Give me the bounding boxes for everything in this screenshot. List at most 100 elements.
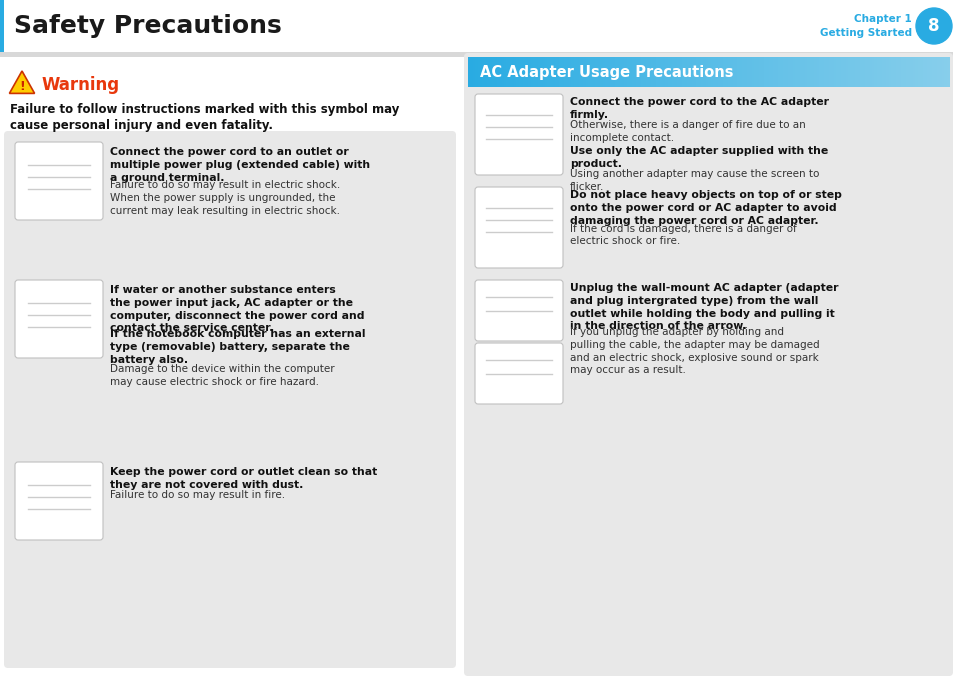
Bar: [703, 57, 706, 87]
Bar: [674, 57, 678, 87]
Bar: [573, 57, 577, 87]
Bar: [530, 57, 534, 87]
Bar: [655, 57, 659, 87]
Bar: [599, 57, 603, 87]
Bar: [683, 57, 687, 87]
Text: If water or another substance enters
the power input jack, AC adapter or the
com: If water or another substance enters the…: [110, 285, 364, 333]
Bar: [544, 57, 548, 87]
Bar: [749, 57, 752, 87]
Bar: [612, 57, 615, 87]
Text: Chapter 1: Chapter 1: [853, 14, 911, 24]
Bar: [578, 57, 581, 87]
FancyBboxPatch shape: [475, 94, 562, 175]
Bar: [765, 57, 769, 87]
Text: If you unplug the adapter by holding and
pulling the cable, the adapter may be d: If you unplug the adapter by holding and…: [569, 327, 819, 376]
Bar: [871, 57, 875, 87]
Bar: [595, 57, 598, 87]
Bar: [520, 57, 524, 87]
Bar: [669, 57, 673, 87]
Bar: [922, 57, 925, 87]
Bar: [917, 57, 921, 87]
Bar: [662, 57, 665, 87]
Bar: [780, 57, 783, 87]
Bar: [879, 57, 882, 87]
Bar: [876, 57, 880, 87]
Bar: [763, 57, 766, 87]
Bar: [618, 57, 622, 87]
Polygon shape: [10, 71, 34, 93]
Bar: [557, 57, 559, 87]
Bar: [854, 57, 858, 87]
Text: Otherwise, there is a danger of fire due to an
incomplete contact.: Otherwise, there is a danger of fire due…: [569, 120, 805, 143]
Bar: [888, 57, 891, 87]
Bar: [0, 0, 4, 52]
Bar: [568, 57, 572, 87]
Bar: [537, 57, 540, 87]
Bar: [699, 57, 701, 87]
Text: AC Adapter Usage Precautions: AC Adapter Usage Precautions: [479, 64, 733, 79]
Bar: [902, 57, 905, 87]
Bar: [828, 57, 831, 87]
Bar: [720, 57, 723, 87]
Bar: [844, 57, 848, 87]
Bar: [650, 57, 654, 87]
Bar: [801, 57, 805, 87]
Bar: [885, 57, 889, 87]
Bar: [640, 57, 644, 87]
Bar: [926, 57, 930, 87]
Bar: [686, 57, 690, 87]
Bar: [506, 57, 509, 87]
Bar: [523, 57, 526, 87]
Bar: [760, 57, 764, 87]
Bar: [715, 57, 719, 87]
Bar: [626, 57, 630, 87]
Bar: [542, 57, 545, 87]
Bar: [814, 57, 817, 87]
Circle shape: [915, 8, 951, 44]
Bar: [498, 57, 502, 87]
Bar: [511, 57, 515, 87]
Bar: [847, 57, 850, 87]
Bar: [479, 57, 483, 87]
Bar: [895, 57, 899, 87]
Bar: [904, 57, 908, 87]
Bar: [501, 57, 504, 87]
Bar: [759, 57, 761, 87]
Bar: [623, 57, 627, 87]
Bar: [659, 57, 663, 87]
Bar: [492, 57, 495, 87]
Bar: [809, 57, 812, 87]
Bar: [645, 57, 649, 87]
Text: Failure to follow instructions marked with this symbol may: Failure to follow instructions marked wi…: [10, 103, 399, 116]
Bar: [497, 57, 499, 87]
Bar: [525, 57, 529, 87]
Bar: [929, 57, 932, 87]
Bar: [571, 57, 575, 87]
Bar: [679, 57, 682, 87]
Bar: [883, 57, 886, 87]
Bar: [648, 57, 651, 87]
Bar: [549, 57, 553, 87]
Bar: [789, 57, 793, 87]
Bar: [743, 57, 747, 87]
Bar: [590, 57, 594, 87]
Bar: [778, 57, 781, 87]
Bar: [741, 57, 745, 87]
Bar: [912, 57, 916, 87]
Bar: [604, 57, 608, 87]
Text: Damage to the device within the computer
may cause electric shock or fire hazard: Damage to the device within the computer…: [110, 364, 335, 387]
Bar: [881, 57, 884, 87]
Bar: [688, 57, 692, 87]
Bar: [729, 57, 733, 87]
Bar: [727, 57, 730, 87]
Bar: [768, 57, 771, 87]
Bar: [617, 57, 619, 87]
Bar: [677, 57, 679, 87]
Bar: [583, 57, 586, 87]
Bar: [732, 57, 735, 87]
Bar: [561, 57, 564, 87]
Text: Do not place heavy objects on top of or step
onto the power cord or AC adapter t: Do not place heavy objects on top of or …: [569, 190, 841, 225]
Text: Connect the power cord to an outlet or
multiple power plug (extended cable) with: Connect the power cord to an outlet or m…: [110, 147, 370, 183]
Bar: [713, 57, 716, 87]
Bar: [751, 57, 755, 87]
